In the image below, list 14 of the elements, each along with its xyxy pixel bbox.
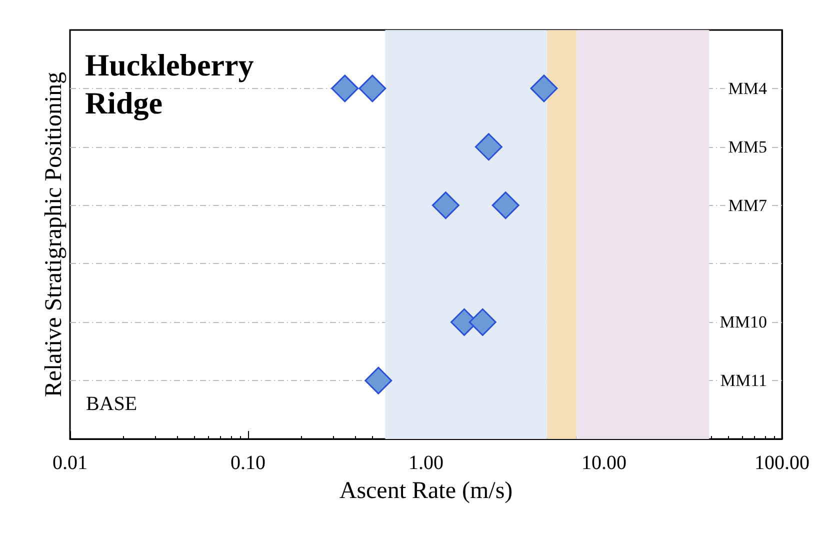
x-tick-label: 0.10	[230, 452, 266, 474]
x-tick-label: 100.00	[754, 452, 810, 474]
x-tick-label: 10.00	[582, 452, 626, 474]
y-tick-label: MM11	[720, 371, 767, 390]
y-tick-label: MM5	[728, 137, 767, 156]
x-tick-label: 0.01	[52, 452, 88, 474]
y-tick-label: MM10	[720, 312, 767, 332]
y-tick-label: MM7	[728, 196, 768, 215]
x-tick-label: 1.00	[408, 452, 444, 474]
annotation: BASE	[86, 393, 138, 415]
y-tick-label: MM4	[728, 78, 768, 98]
x-axis-title: Ascent Rate (m/s)	[339, 478, 513, 504]
text: Huckleberry Ridge	[85, 48, 262, 120]
y-axis-title: Relative Stratigraphic Positioning	[41, 72, 67, 398]
